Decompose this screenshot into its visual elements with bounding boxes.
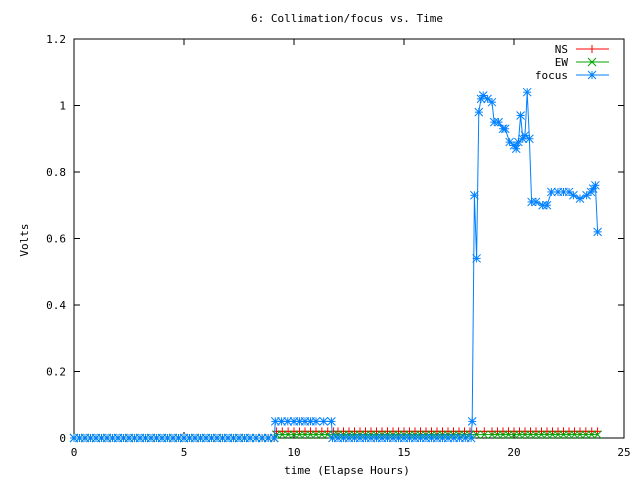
data-point (394, 433, 403, 443)
data-point (467, 417, 477, 426)
data-point (514, 137, 523, 147)
data-point (152, 433, 161, 443)
data-point (319, 417, 329, 426)
data-point (525, 134, 534, 144)
data-point (240, 433, 249, 443)
data-point (520, 131, 530, 140)
data-point (323, 430, 333, 440)
y-tick-label: 0 (59, 432, 66, 445)
data-point (416, 433, 425, 443)
x-tick-label: 10 (287, 446, 300, 459)
data-point (479, 430, 489, 440)
series-focus (69, 87, 602, 443)
x-tick-label: 15 (397, 446, 410, 459)
data-point (438, 433, 447, 443)
legend-label: focus (535, 69, 568, 82)
axis-ticks: 0 5 10 15 20 25 0 0.2 0.4 0.6 0.8 1 1.2 (46, 33, 631, 459)
legend-marker (588, 45, 596, 53)
data-point (372, 433, 381, 443)
data-point (483, 94, 492, 104)
x-tick-label: 20 (507, 446, 520, 459)
data-point (542, 200, 552, 210)
legend-item-NS: NS (555, 43, 609, 56)
y-tick-label: 0.4 (46, 299, 66, 312)
y-tick-label: 1.2 (46, 33, 66, 46)
data-point (196, 433, 205, 443)
data-point (478, 91, 488, 100)
data-point (487, 97, 497, 107)
y-tick-label: 1 (59, 100, 66, 113)
data-point (327, 417, 336, 426)
data-point (526, 430, 535, 440)
series-layer (69, 87, 602, 443)
data-point (474, 107, 484, 117)
data-point (130, 433, 139, 443)
data-point (460, 433, 470, 443)
y-axis-label: Volts (18, 223, 31, 256)
legend-marker (587, 57, 597, 67)
x-tick-label: 25 (617, 446, 630, 459)
data-point (306, 417, 315, 426)
data-point (575, 194, 585, 203)
x-tick-label: 5 (181, 446, 188, 459)
data-point (587, 430, 597, 440)
data-point (511, 144, 521, 154)
data-point (283, 430, 293, 440)
data-point (548, 430, 557, 440)
y-tick-label: 0.6 (46, 233, 66, 246)
legend-marker (587, 70, 597, 80)
x-tick-label: 0 (71, 446, 78, 459)
data-point (263, 433, 273, 443)
data-point (218, 433, 227, 443)
data-point (504, 430, 513, 440)
data-point (306, 430, 315, 440)
legend-label: EW (555, 56, 569, 69)
data-point (472, 254, 481, 263)
data-point (350, 433, 359, 443)
data-point (570, 430, 579, 440)
data-point (516, 111, 525, 120)
data-point (593, 227, 602, 237)
data-point (522, 87, 532, 97)
data-point (470, 190, 479, 200)
data-point (559, 187, 568, 197)
data-point (460, 430, 469, 440)
x-axis-label: time (Elapse Hours) (284, 464, 410, 477)
data-point (591, 180, 600, 190)
data-point (538, 200, 547, 210)
chart-title: 6: Collimation/focus vs. Time (251, 12, 443, 25)
data-point (174, 433, 183, 443)
legend-item-EW: EW (555, 56, 609, 69)
y-tick-label: 0.2 (46, 366, 66, 379)
data-point (472, 430, 481, 440)
data-point (86, 433, 95, 443)
y-tick-label: 0.8 (46, 166, 66, 179)
data-point (108, 433, 117, 443)
legend-item-focus: focus (535, 69, 609, 82)
legend-label: NS (555, 43, 568, 56)
data-point (283, 417, 293, 426)
data-point (500, 124, 510, 134)
data-point (582, 190, 591, 200)
data-point (257, 433, 267, 443)
